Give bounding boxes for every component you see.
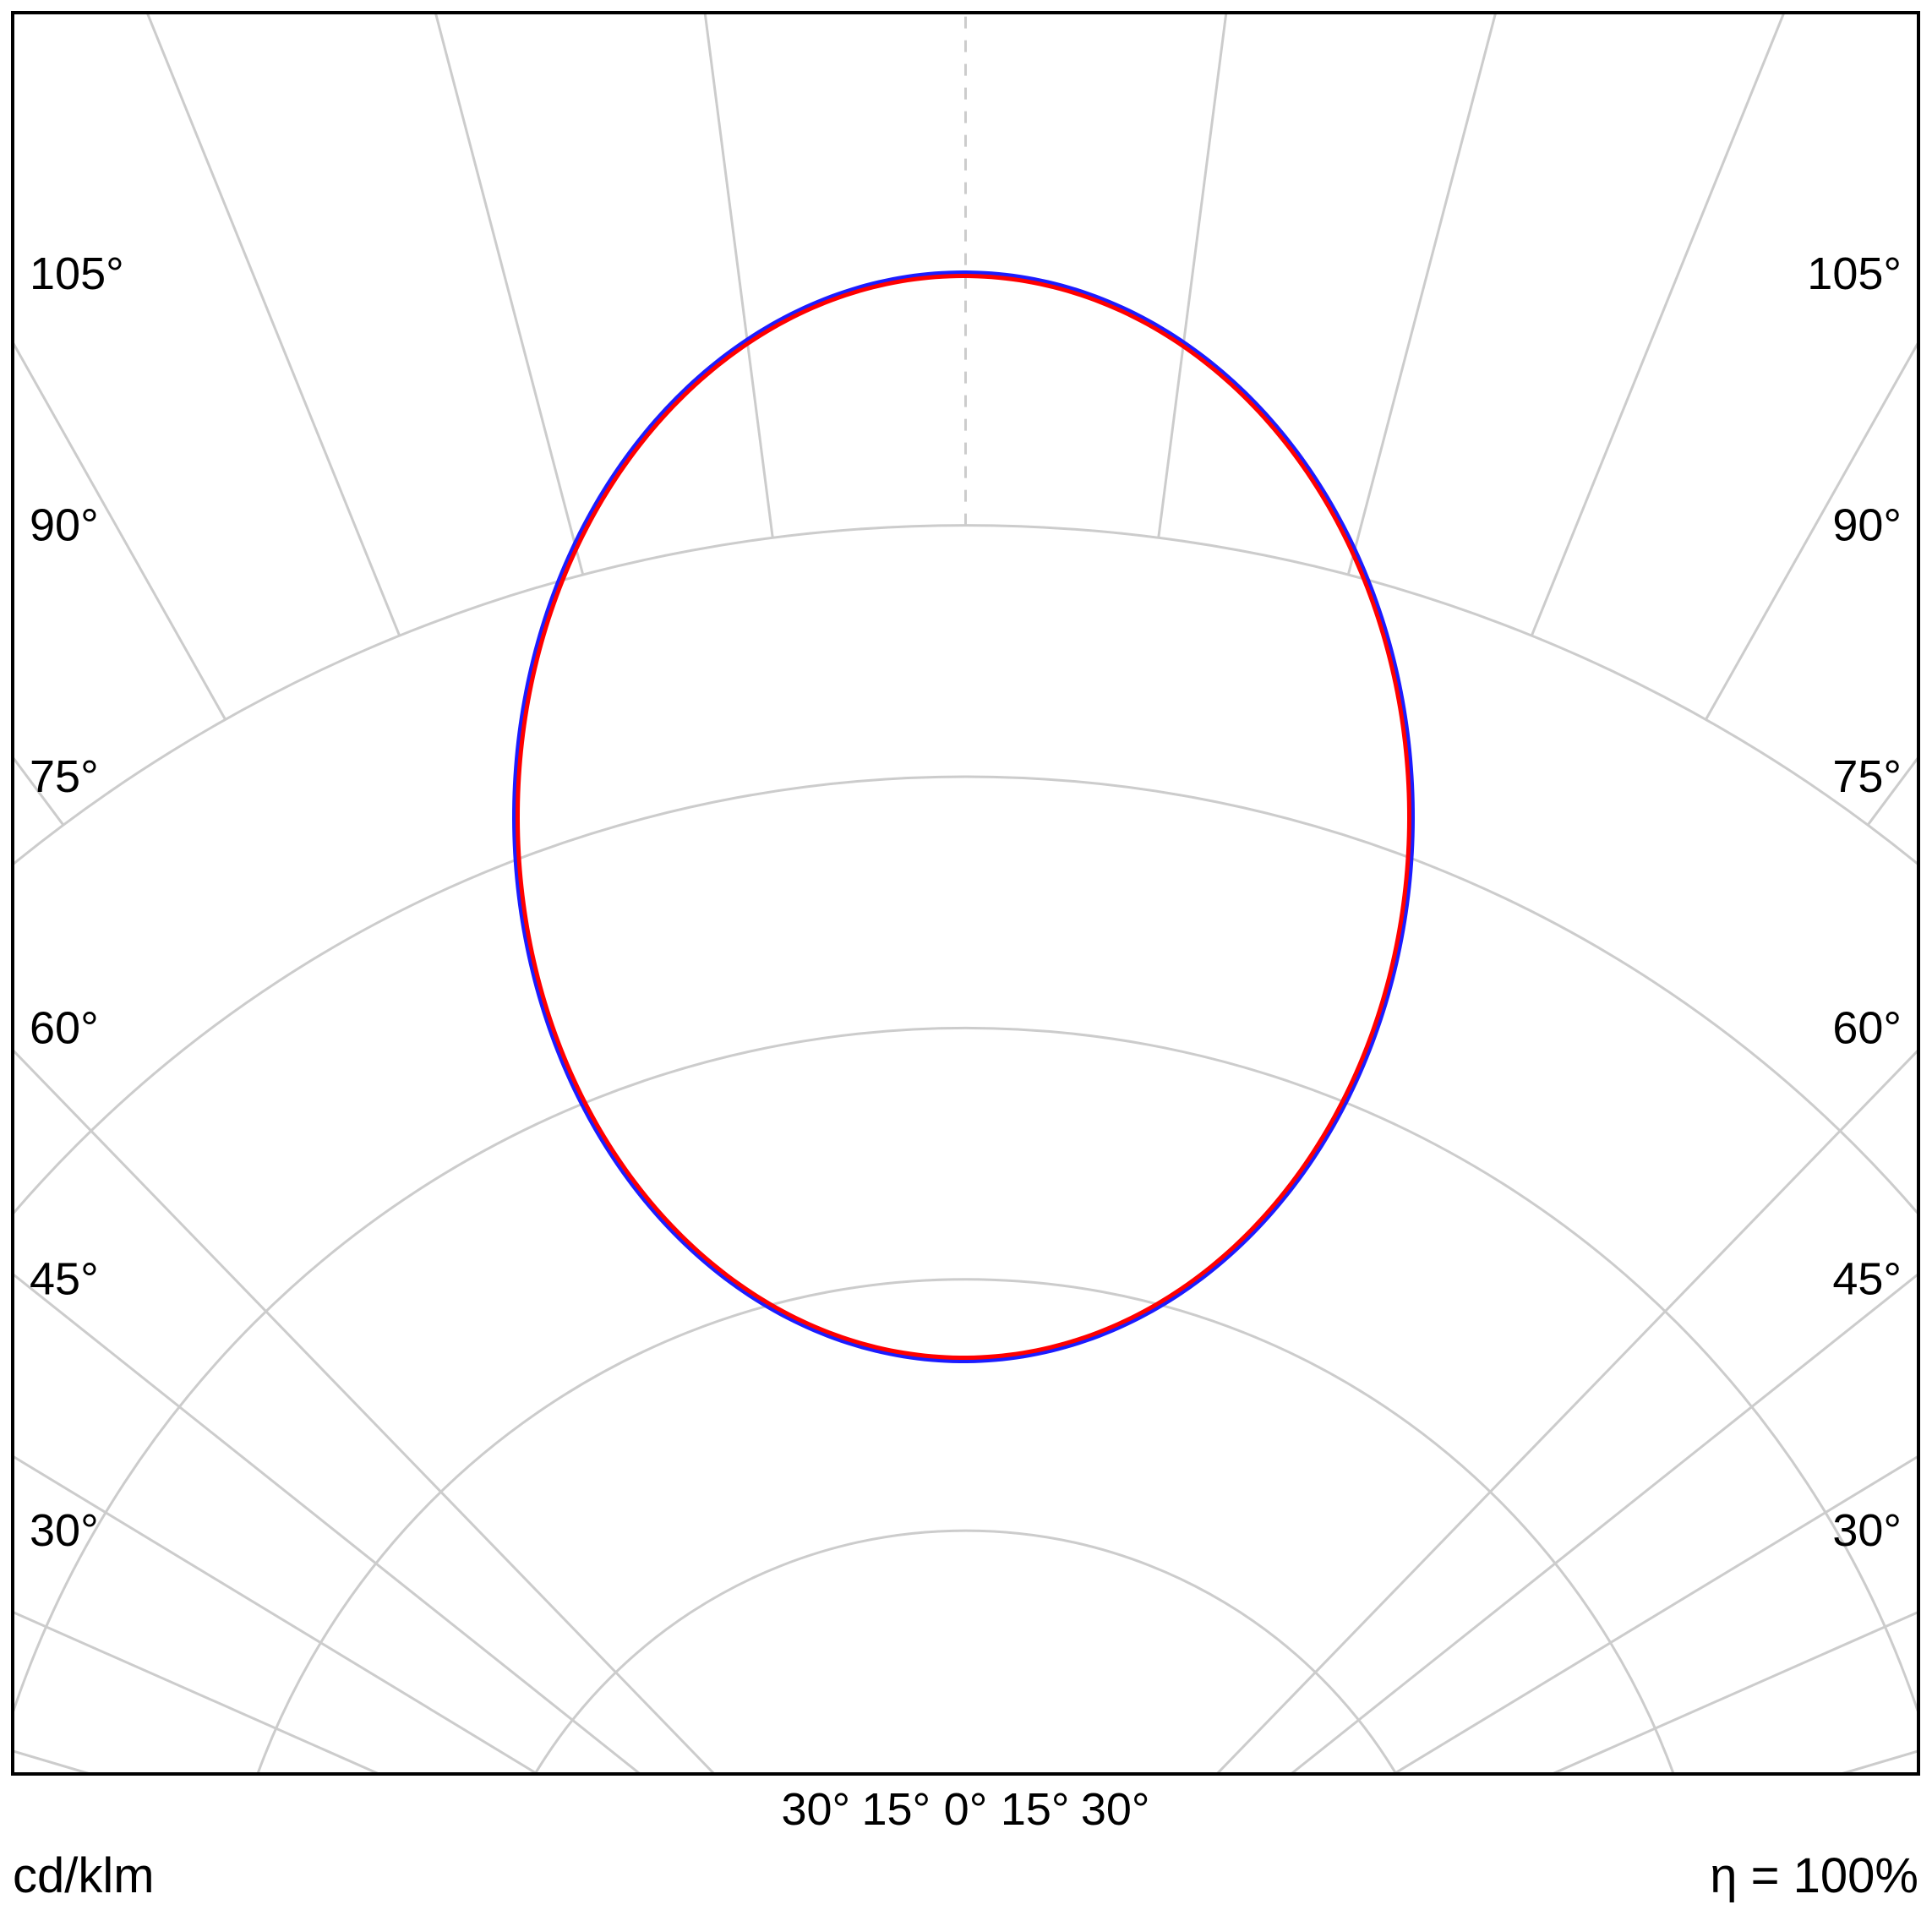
- svg-text:15°: 15°: [1001, 1784, 1070, 1835]
- svg-text:30°: 30°: [30, 1505, 99, 1556]
- svg-text:30°: 30°: [781, 1784, 850, 1835]
- svg-text:30°: 30°: [1081, 1784, 1150, 1835]
- svg-text:15°: 15°: [861, 1784, 931, 1835]
- svg-text:60°: 60°: [30, 1002, 99, 1053]
- svg-text:105°: 105°: [30, 248, 124, 299]
- svg-text:45°: 45°: [30, 1254, 99, 1305]
- svg-text:60°: 60°: [1832, 1002, 1902, 1053]
- svg-text:75°: 75°: [30, 751, 99, 802]
- svg-text:90°: 90°: [30, 500, 99, 551]
- svg-text:90°: 90°: [1832, 500, 1902, 551]
- svg-text:0°: 0°: [944, 1784, 988, 1835]
- svg-text:30°: 30°: [1832, 1505, 1902, 1556]
- svg-text:75°: 75°: [1832, 751, 1902, 802]
- svg-text:η = 100%: η = 100%: [1710, 1848, 1918, 1903]
- svg-text:45°: 45°: [1832, 1254, 1902, 1305]
- svg-text:105°: 105°: [1807, 248, 1902, 299]
- svg-text:cd/klm: cd/klm: [13, 1848, 155, 1903]
